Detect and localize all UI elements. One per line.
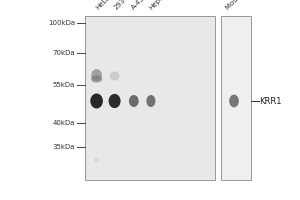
Text: HeLa: HeLa xyxy=(94,0,111,11)
Text: HepG2: HepG2 xyxy=(148,0,170,11)
Text: 35kDa: 35kDa xyxy=(52,144,75,150)
Ellipse shape xyxy=(91,69,102,81)
Bar xyxy=(85,16,214,180)
Bar xyxy=(220,16,250,180)
Ellipse shape xyxy=(94,158,100,162)
Ellipse shape xyxy=(229,95,239,107)
Ellipse shape xyxy=(109,94,121,108)
Ellipse shape xyxy=(110,71,119,81)
Text: 40kDa: 40kDa xyxy=(52,120,75,126)
Ellipse shape xyxy=(146,95,155,107)
Text: 100kDa: 100kDa xyxy=(48,20,75,26)
Text: 55kDa: 55kDa xyxy=(52,82,75,88)
Ellipse shape xyxy=(91,75,102,83)
Text: Mouse thymus: Mouse thymus xyxy=(224,0,265,11)
Text: A-431: A-431 xyxy=(130,0,149,11)
Text: 293T: 293T xyxy=(112,0,129,11)
Ellipse shape xyxy=(90,94,103,108)
Text: 70kDa: 70kDa xyxy=(52,50,75,56)
Text: KRR1: KRR1 xyxy=(260,97,282,106)
Ellipse shape xyxy=(129,95,139,107)
